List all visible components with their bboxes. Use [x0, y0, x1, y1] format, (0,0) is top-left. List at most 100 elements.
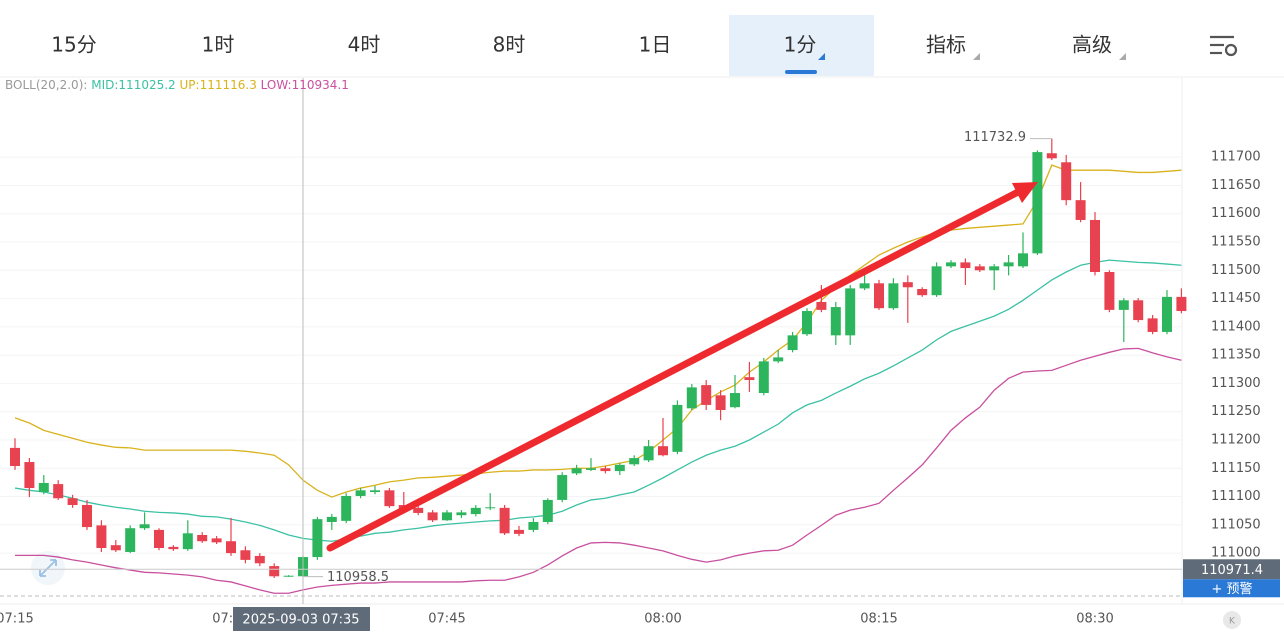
y-tick-label: 111100 [1211, 489, 1261, 504]
candle-body [1061, 162, 1072, 201]
candle-body [758, 361, 769, 394]
candle-body [830, 307, 841, 336]
bollinger-line [15, 347, 1182, 594]
indicator-label: BOLL(20,2.0): [5, 78, 87, 92]
candle-body [960, 262, 971, 269]
tab-dropdown-icon [1119, 53, 1126, 60]
candle-body [499, 507, 510, 534]
candle-body [283, 575, 294, 577]
x-tick-label: 08:30 [1076, 612, 1113, 627]
y-tick-label: 111300 [1211, 376, 1261, 391]
candle-body [10, 447, 20, 466]
candle-body [1118, 300, 1129, 310]
candle-body [528, 521, 539, 530]
candle-body [67, 498, 78, 506]
tab[interactable]: 1日 [639, 33, 672, 57]
y-tick-label: 111500 [1211, 263, 1261, 278]
candle-body [168, 546, 179, 550]
candle-body [586, 468, 596, 470]
active-tab-bg [729, 15, 874, 76]
candle-body [24, 462, 35, 489]
k-icon[interactable]: K [1223, 611, 1241, 629]
tab[interactable]: 1分 [784, 33, 817, 57]
candle-body [442, 512, 452, 521]
expand-icon[interactable] [31, 551, 65, 585]
trend-arrow [326, 182, 1038, 552]
x-tick-label: 07:15 [0, 612, 34, 627]
candle-body [600, 468, 611, 472]
candle-body [571, 468, 582, 474]
candle-body [730, 393, 740, 408]
y-tick-label: 111350 [1211, 348, 1261, 363]
candle-body [802, 311, 812, 335]
candle-body [1104, 271, 1115, 310]
candle-body [226, 541, 236, 554]
candle-body [614, 464, 625, 472]
alert-button-bg[interactable] [1183, 579, 1280, 598]
candle-body [1018, 253, 1028, 267]
candle-body [96, 525, 107, 549]
candle-body [946, 262, 956, 267]
candle-body [254, 555, 265, 564]
candle-body [888, 283, 899, 309]
y-tick-label: 111700 [1211, 150, 1261, 165]
candle-body [874, 283, 884, 309]
candle-body [1032, 152, 1043, 254]
tab-dropdown-icon [818, 53, 825, 60]
y-tick-label: 111200 [1211, 432, 1261, 447]
candle-body [470, 507, 481, 515]
candle-body [845, 288, 856, 336]
tab[interactable]: 4时 [348, 33, 381, 57]
candle-body [182, 533, 193, 550]
candle-body [211, 538, 222, 543]
candle-body [902, 282, 913, 288]
candle-body [269, 566, 280, 577]
y-tick-label: 111550 [1211, 235, 1261, 250]
y-tick-label: 111050 [1211, 517, 1261, 532]
tab[interactable]: 1时 [202, 33, 235, 57]
candle-body [326, 516, 337, 522]
y-tick-label: 111150 [1211, 461, 1261, 476]
candle-body [542, 499, 553, 522]
alert-button[interactable]: + 预警 [1211, 581, 1252, 597]
y-tick-label: 111000 [1211, 546, 1261, 561]
candle-body [82, 505, 92, 528]
tab[interactable]: 15分 [51, 33, 96, 57]
indicator-legend: BOLL(20,2.0): MID:111025.2 UP:111116.3 L… [5, 78, 349, 92]
y-tick-label: 111650 [1211, 178, 1261, 193]
y-tick-label: 111600 [1211, 206, 1261, 221]
tab[interactable]: 指标 [926, 33, 966, 57]
candle-body [557, 475, 568, 500]
candle-body [53, 484, 64, 499]
tab[interactable]: 高级 [1072, 33, 1112, 57]
last-price-bg [1183, 559, 1280, 580]
crosshair-label-bg [233, 607, 370, 631]
y-tick-label: 111250 [1211, 404, 1261, 419]
candle-body [1090, 219, 1100, 272]
candle-body [154, 529, 164, 549]
legend-entry: LOW:110934.1 [261, 78, 349, 92]
candle-body [1147, 318, 1158, 332]
tab[interactable]: 8时 [493, 33, 526, 57]
annotation: 111732.9 [964, 130, 1026, 145]
active-tab-underline [785, 70, 817, 74]
candle-body [974, 266, 985, 271]
settings-icon[interactable] [1210, 35, 1238, 57]
x-tick-label: 07:45 [428, 612, 465, 627]
candle-body [715, 395, 726, 411]
candle-body [773, 357, 784, 362]
candle-body [701, 385, 712, 405]
x-tick-label: 08:15 [860, 612, 897, 627]
candle-body [686, 387, 697, 409]
y-tick-label: 111400 [1211, 319, 1261, 334]
candle-body [110, 545, 121, 551]
candle-body [370, 490, 380, 493]
candle-body [658, 446, 668, 456]
candle-body [514, 529, 524, 534]
candle-body [341, 495, 352, 521]
y-tick-label: 111450 [1211, 291, 1261, 306]
x-tick-label: 08:00 [644, 612, 681, 627]
candle-body [312, 519, 323, 558]
